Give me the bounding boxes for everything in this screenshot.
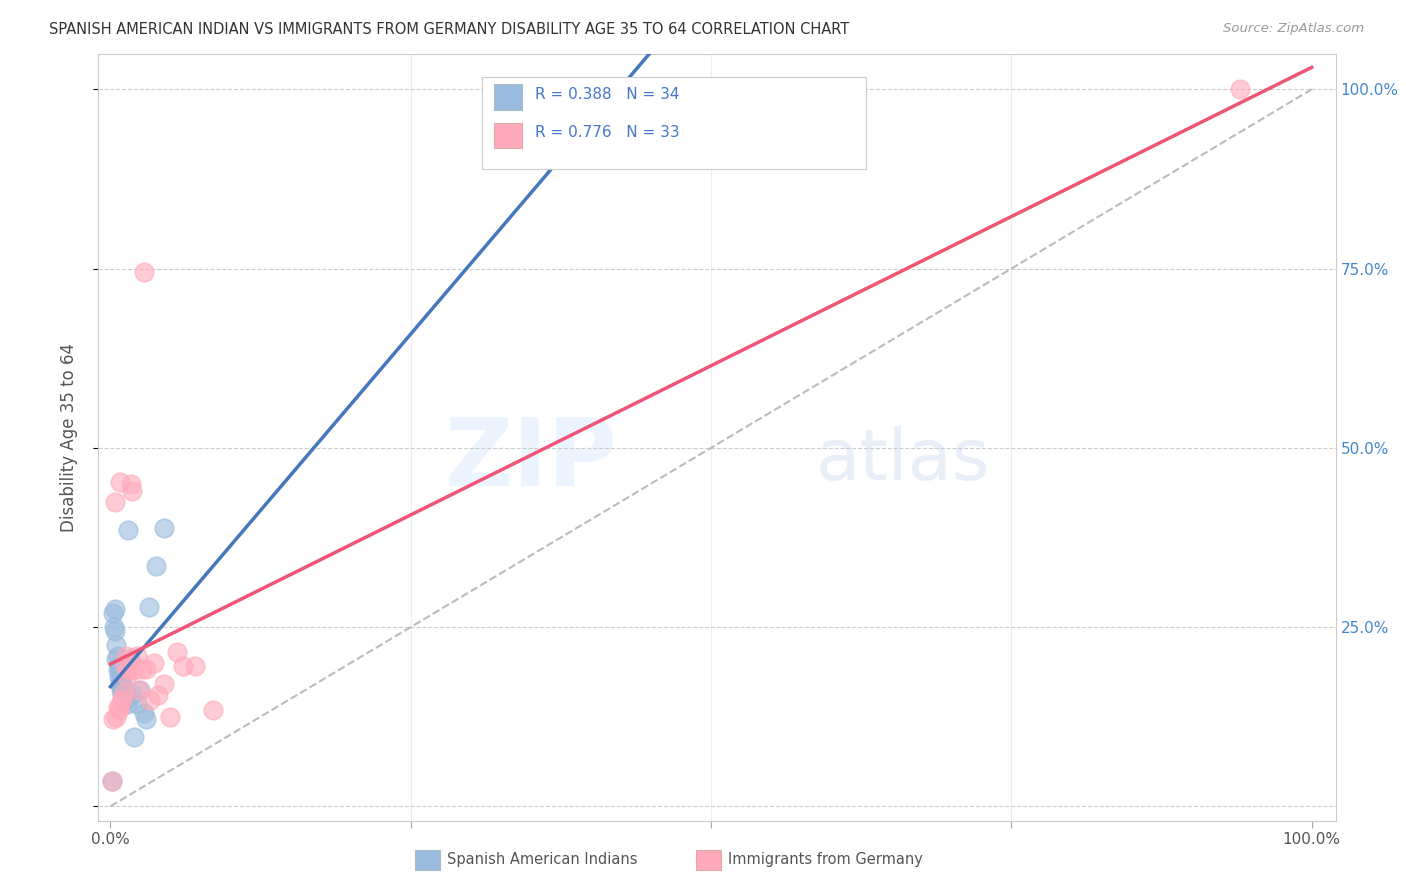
Point (117, 698, 139, 712)
Point (112, 683, 135, 698)
Point (117, 662, 139, 676)
Point (110, 695, 132, 709)
Point (139, 693, 162, 707)
Point (118, 652, 141, 666)
Point (112, 690, 135, 705)
Point (101, 606, 124, 620)
Point (138, 599, 160, 614)
Point (183, 659, 205, 673)
Point (107, 700, 129, 714)
Point (100, 774, 122, 789)
Point (107, 663, 129, 677)
Point (104, 602, 127, 616)
Point (131, 662, 153, 676)
Text: ZIP: ZIP (446, 414, 619, 506)
Point (108, 665, 131, 679)
FancyBboxPatch shape (495, 122, 522, 148)
Point (124, 730, 146, 744)
Point (124, 663, 146, 677)
Point (172, 659, 194, 673)
Point (153, 677, 176, 691)
Point (108, 670, 131, 684)
Text: Source: ZipAtlas.com: Source: ZipAtlas.com (1223, 22, 1364, 36)
Point (114, 693, 136, 707)
Point (101, 712, 124, 726)
Point (118, 690, 141, 705)
Point (112, 686, 135, 700)
Point (132, 706, 155, 720)
Point (114, 659, 136, 673)
Point (142, 656, 165, 670)
Point (115, 686, 138, 700)
Point (132, 265, 155, 279)
Point (128, 683, 150, 698)
Point (111, 679, 134, 693)
Point (105, 638, 128, 652)
Point (135, 712, 157, 726)
Point (105, 652, 128, 666)
Point (104, 624, 127, 638)
Point (129, 683, 152, 698)
Point (201, 702, 224, 716)
Point (110, 683, 132, 698)
Point (120, 476, 142, 491)
Point (121, 687, 143, 701)
Point (111, 686, 134, 700)
Point (125, 698, 148, 712)
Point (110, 672, 132, 686)
Text: Spanish American Indians: Spanish American Indians (447, 853, 637, 867)
Point (121, 483, 143, 498)
Text: R = 0.776   N = 33: R = 0.776 N = 33 (536, 125, 681, 140)
Point (115, 648, 138, 663)
FancyBboxPatch shape (482, 77, 866, 169)
Point (108, 702, 131, 716)
Point (1229, 82, 1251, 96)
Point (108, 659, 131, 673)
Point (117, 523, 139, 537)
Point (135, 662, 157, 676)
Point (104, 494, 127, 508)
Point (108, 677, 131, 691)
Point (111, 691, 134, 706)
Point (148, 688, 170, 702)
Point (105, 709, 128, 723)
Point (108, 475, 131, 490)
Point (100, 774, 122, 789)
Point (166, 645, 188, 659)
Point (117, 669, 139, 683)
Text: Immigrants from Germany: Immigrants from Germany (728, 853, 924, 867)
Y-axis label: Disability Age 35 to 64: Disability Age 35 to 64 (59, 343, 77, 532)
Point (159, 709, 181, 723)
Text: atlas: atlas (815, 425, 990, 494)
Point (111, 676, 134, 690)
Point (153, 521, 176, 535)
Point (107, 648, 129, 663)
Text: SPANISH AMERICAN INDIAN VS IMMIGRANTS FROM GERMANY DISABILITY AGE 35 TO 64 CORRE: SPANISH AMERICAN INDIAN VS IMMIGRANTS FR… (49, 22, 849, 37)
Point (125, 648, 148, 663)
Point (145, 559, 167, 574)
FancyBboxPatch shape (495, 84, 522, 110)
Point (103, 620, 125, 634)
Text: R = 0.388   N = 34: R = 0.388 N = 34 (536, 87, 679, 102)
